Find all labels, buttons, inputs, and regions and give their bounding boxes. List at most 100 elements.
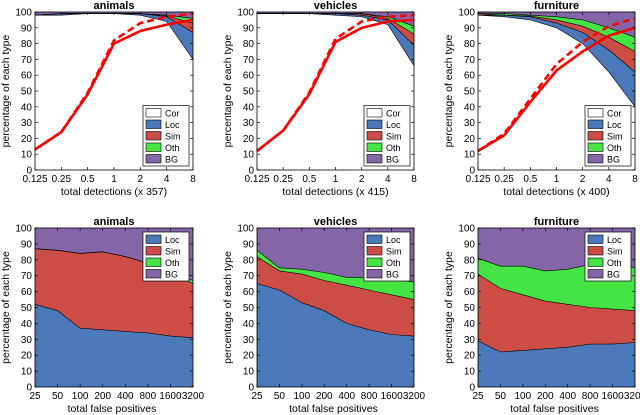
x-tick-label: 3200	[403, 391, 426, 402]
x-tick-label: 0.25	[494, 174, 514, 185]
y-tick-label: 60	[243, 71, 255, 82]
y-tick-label: 30	[21, 118, 33, 129]
band-boundary-loc	[34, 304, 194, 338]
legend-swatch-sim	[587, 246, 604, 256]
x-tick-label: 0.25	[273, 174, 293, 185]
legend-swatch-loc	[366, 119, 383, 129]
y-tick-label: 10	[243, 150, 255, 161]
x-tick-label: 100	[515, 391, 532, 402]
legend-label-loc: Loc	[386, 120, 401, 130]
legend-swatch-sim	[366, 131, 383, 141]
y-tick-label: 20	[243, 351, 255, 362]
legend-label-cor: Cor	[165, 108, 180, 118]
y-tick-label: 50	[464, 87, 476, 98]
x-tick-label: 0.5	[81, 174, 95, 185]
y-tick-label: 80	[243, 39, 255, 50]
y-tick-label: 80	[464, 39, 476, 50]
y-tick-label: 40	[243, 319, 255, 330]
y-tick-label: 100	[237, 8, 254, 19]
band-boundary-loc	[477, 340, 636, 353]
x-axis-label: total false positives	[510, 403, 599, 415]
y-tick-label: 10	[21, 367, 33, 378]
panel-animals-false-positives: 0 10 20 30 40 50 60 70 80 90 100 25 50 100 200 400 800 16…	[0, 216, 205, 415]
y-tick-label: 90	[21, 23, 33, 34]
x-tick-label: 2	[359, 174, 365, 185]
legend-swatch-oth	[587, 257, 604, 267]
legend-label-sim: Sim	[386, 246, 402, 256]
y-tick-label: 40	[21, 319, 33, 330]
y-tick-label: 50	[21, 303, 33, 314]
chart-title: animals	[94, 216, 135, 228]
y-tick-label: 10	[243, 367, 255, 378]
band-boundary-loc	[256, 283, 415, 337]
y-tick-label: 70	[21, 55, 33, 66]
x-tick-label: 4	[164, 174, 170, 185]
legend-swatch-sim	[145, 131, 162, 141]
x-tick-label: 100	[294, 391, 311, 402]
y-tick-label: 50	[464, 303, 476, 314]
y-tick-label: 100	[15, 224, 32, 235]
legend-label-bg: BG	[386, 154, 399, 164]
x-tick-label: 3200	[182, 391, 205, 402]
y-tick-label: 20	[243, 134, 255, 145]
legend-label-sim: Sim	[607, 131, 623, 141]
x-tick-label: 400	[559, 391, 576, 402]
legend-swatch-bg	[587, 269, 604, 279]
x-tick-label: 25	[472, 391, 484, 402]
legend-label-sim: Sim	[165, 131, 181, 141]
x-tick-label: 200	[537, 391, 554, 402]
x-tick-label: 0.125	[244, 174, 269, 185]
x-tick-label: 200	[316, 391, 333, 402]
x-axis-label: total false positives	[68, 403, 157, 415]
chart-title: furniture	[534, 216, 579, 228]
x-tick-label: 2	[138, 174, 144, 185]
legend-swatch-oth	[366, 257, 383, 267]
panel-furniture-detections: 0 10 20 30 40 50 60 70 80 90 100 0.125 0.25 0.5 1 2 4 8 fu…	[443, 0, 638, 198]
x-tick-label: 3200	[624, 391, 640, 402]
legend-swatch-bg	[145, 269, 162, 279]
x-tick-label: 25	[251, 391, 263, 402]
legend-label-oth: Oth	[165, 143, 180, 153]
legend-label-oth: Oth	[607, 258, 622, 268]
x-tick-label: 1600	[601, 391, 624, 402]
y-tick-label: 0	[26, 383, 32, 394]
y-axis-label: percentage of each type	[443, 35, 455, 148]
band-boundary-cor	[477, 14, 636, 107]
y-tick-label: 50	[243, 87, 255, 98]
legend-label-bg: BG	[165, 154, 178, 164]
legend-swatch-oth	[145, 257, 162, 267]
legend-label-oth: Oth	[386, 143, 401, 153]
y-tick-label: 70	[464, 271, 476, 282]
y-tick-label: 70	[464, 55, 476, 66]
chart-title: animals	[94, 0, 135, 12]
x-axis-label: total detections (x 357)	[61, 186, 167, 198]
legend-swatch-cor	[366, 108, 383, 118]
band-loc	[478, 340, 635, 387]
x-tick-label: 25	[29, 391, 41, 402]
y-tick-label: 40	[21, 102, 33, 113]
legend-label-cor: Cor	[607, 108, 622, 118]
chart-title: vehicles	[314, 0, 357, 12]
panel-vehicles-detections: 0 10 20 30 40 50 60 70 80 90 100 0.125 0.25 0.5 1 2 4 8 ve…	[222, 0, 417, 198]
y-axis-label: percentage of each type	[0, 251, 12, 364]
legend-label-oth: Oth	[607, 143, 622, 153]
x-axis-label: total false positives	[289, 403, 378, 415]
legend-label-sim: Sim	[386, 131, 402, 141]
x-tick-label: 50	[274, 391, 286, 402]
recall-solid-line	[34, 18, 194, 151]
x-tick-label: 400	[338, 391, 355, 402]
y-tick-label: 0	[469, 383, 475, 394]
y-tick-label: 20	[21, 351, 33, 362]
x-tick-label: 100	[72, 391, 89, 402]
legend-swatch-oth	[145, 142, 162, 152]
y-tick-label: 60	[464, 287, 476, 298]
legend-swatch-bg	[366, 154, 383, 164]
panel-animals-detections: 0 10 20 30 40 50 60 70 80 90 100 0.125 0.25 0.5 1 2 4 8 an…	[0, 0, 196, 198]
y-tick-label: 20	[464, 134, 476, 145]
y-tick-label: 90	[464, 239, 476, 250]
legend-swatch-bg	[366, 269, 383, 279]
x-tick-label: 0.125	[465, 174, 490, 185]
